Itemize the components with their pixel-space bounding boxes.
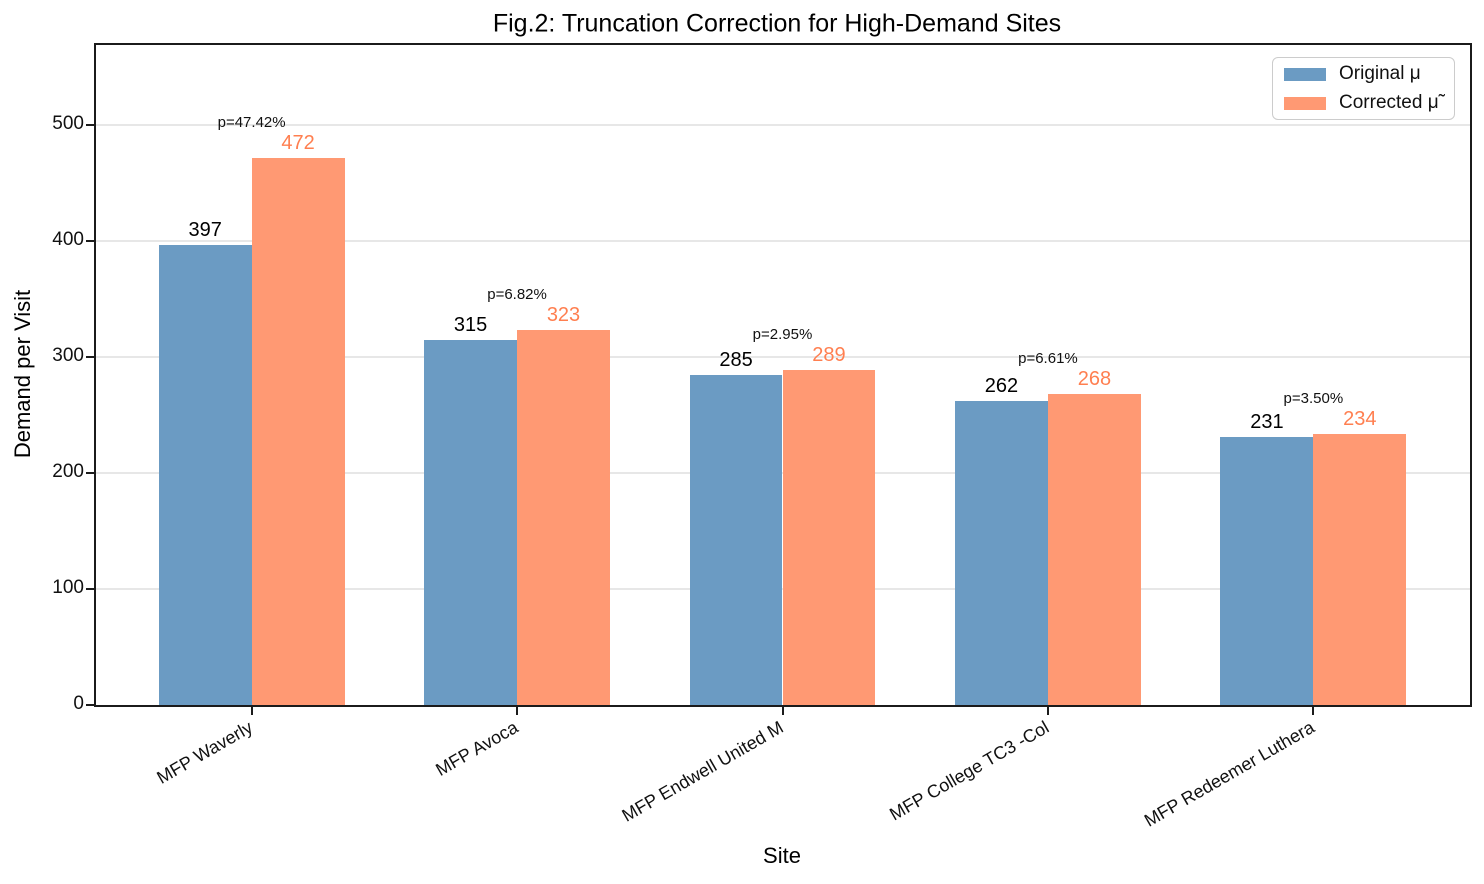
y-tick-mark <box>86 240 95 243</box>
pct-annotation-4: p=3.50% <box>1283 389 1344 407</box>
pct-annotation-3: p=6.61% <box>1018 350 1078 368</box>
x-tick-mark <box>1312 707 1315 715</box>
y-tick-label: 200 <box>52 461 84 483</box>
value-label-original-4: 231 <box>1250 411 1284 434</box>
value-label-corrected-1: 323 <box>546 304 581 327</box>
x-tick-mark <box>1046 707 1049 715</box>
y-tick-label: 300 <box>52 345 84 367</box>
y-tick-label: 500 <box>52 113 84 135</box>
legend-label-original: Original μ <box>1339 63 1421 84</box>
value-label-original-0: 397 <box>188 218 222 241</box>
legend-label-corrected: Corrected μ̃ <box>1339 92 1439 113</box>
y-tick-mark <box>86 704 95 706</box>
y-tick-mark <box>86 588 95 591</box>
bar-corrected-2 <box>782 369 876 705</box>
bar-original-2 <box>689 374 783 705</box>
value-label-original-1: 315 <box>453 313 488 336</box>
bar-corrected-1 <box>517 330 610 705</box>
legend-item-original: Original μ <box>1284 63 1454 85</box>
bar-corrected-3 <box>1047 394 1141 705</box>
bar-corrected-0 <box>251 157 345 705</box>
y-tick-label: 0 <box>73 693 84 714</box>
value-label-corrected-3: 268 <box>1077 368 1112 391</box>
pct-annotation-0: p=47.42% <box>217 113 286 131</box>
x-tick-label: MFP Redeemer Luthera <box>1140 717 1318 831</box>
value-label-corrected-4: 234 <box>1343 407 1377 430</box>
bar-original-0 <box>158 244 252 705</box>
y-tick-mark <box>86 356 95 359</box>
y-tick-label: 100 <box>52 577 84 599</box>
legend-item-corrected: Corrected μ̃ <box>1284 92 1454 114</box>
y-tick-label: 400 <box>52 229 84 251</box>
value-label-corrected-2: 289 <box>812 343 846 366</box>
x-tick-label: MFP Waverly <box>152 717 256 788</box>
chart-title: Fig.2: Truncation Correction for High-De… <box>492 9 1062 38</box>
x-tick-mark <box>516 707 519 715</box>
legend: Original μ Corrected μ̃ <box>1272 57 1455 120</box>
y-tick-mark <box>86 472 95 475</box>
gridline <box>96 356 1470 359</box>
x-tick-label: MFP College TC3 -Col <box>885 717 1052 825</box>
value-label-original-3: 262 <box>984 375 1019 398</box>
x-axis-label: Site <box>763 843 801 868</box>
y-tick-mark <box>86 124 95 127</box>
pct-annotation-2: p=2.95% <box>752 325 813 343</box>
gridline <box>96 240 1470 243</box>
bar-corrected-4 <box>1313 433 1407 705</box>
pct-annotation-1: p=6.82% <box>487 286 547 304</box>
gridline <box>96 124 1470 127</box>
legend-swatch-original-icon <box>1284 67 1326 81</box>
bar-original-3 <box>955 401 1048 705</box>
legend-swatch-corrected-icon <box>1284 96 1326 110</box>
y-axis-label: Demand per Visit <box>10 289 35 459</box>
x-tick-label: MFP Avoca <box>431 717 522 781</box>
value-label-original-2: 285 <box>719 348 753 371</box>
bar-original-1 <box>424 339 518 705</box>
value-label-corrected-0: 472 <box>281 131 315 154</box>
bar-original-4 <box>1220 437 1314 705</box>
x-tick-label: MFP Endwell United M <box>618 717 787 826</box>
x-tick-mark <box>250 707 253 715</box>
x-tick-mark <box>781 707 784 715</box>
